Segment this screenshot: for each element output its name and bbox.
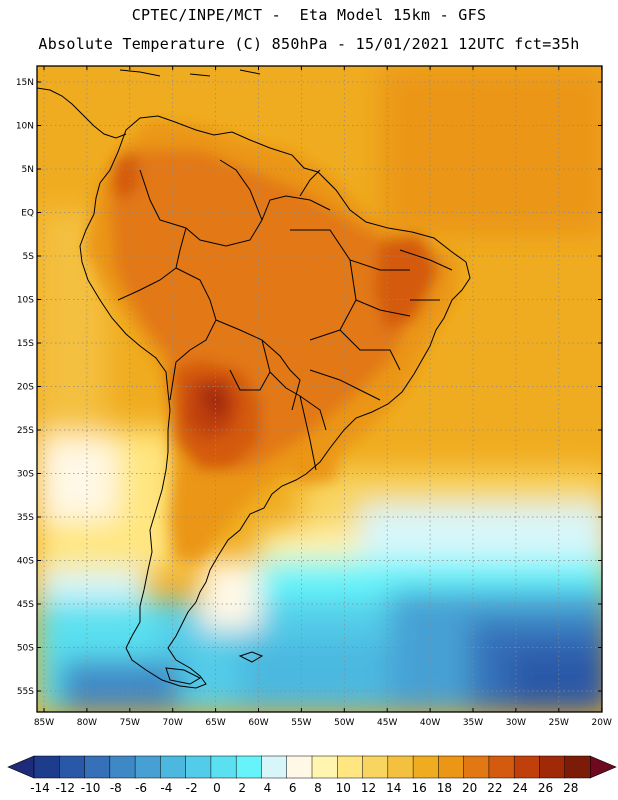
colorbar-label: 10 <box>336 781 351 795</box>
colorbar-label: -4 <box>160 781 172 795</box>
colorbar-segment <box>539 755 566 779</box>
lat-label: 55S <box>17 687 34 697</box>
colorbar-label: 2 <box>238 781 246 795</box>
colorbar-label: -6 <box>135 781 147 795</box>
colorbar-label: 16 <box>411 781 426 795</box>
lon-label: 75W <box>120 718 140 728</box>
colorbar-label: 4 <box>264 781 272 795</box>
colorbar-segment <box>362 755 389 779</box>
lat-label: 5N <box>22 165 34 175</box>
axis-ticks <box>37 66 603 712</box>
colorbar-label: 28 <box>563 781 578 795</box>
lat-label: 45S <box>17 600 34 610</box>
colorbar-segment <box>488 755 515 779</box>
colorbar-label: -12 <box>55 781 75 795</box>
lat-label: 10N <box>16 122 34 132</box>
lat-label: 20S <box>17 383 34 393</box>
colorbar-segment <box>286 755 313 779</box>
lon-label: 30W <box>506 718 526 728</box>
lon-label: 50W <box>334 718 354 728</box>
colorbar-label: 20 <box>462 781 477 795</box>
lat-label: 15N <box>16 78 34 88</box>
lat-label: 10S <box>17 296 34 306</box>
lon-label: 45W <box>377 718 397 728</box>
longitude-labels: 85W 80W 75W 70W 65W 60W 55W 50W 45W 40W 35W 30W 25W 2… <box>34 718 612 728</box>
colorbar-segment <box>513 755 541 779</box>
colorbar-segment <box>412 755 439 779</box>
colorbar-label: 12 <box>361 781 376 795</box>
tierra-del-fuego <box>165 667 202 685</box>
colorbar-segment <box>185 755 212 779</box>
colorbar-over-arrow <box>589 755 617 779</box>
colorbar-segment <box>235 755 263 779</box>
colorbar-label: 8 <box>314 781 322 795</box>
colorbar: -14 -12 -10 -8 -6 -4 -2 0 2 4 6 8 10 12 14 16 18 20 22 24 26… <box>7 755 617 795</box>
colorbar-segment <box>210 755 237 779</box>
colorbar-label: -14 <box>30 781 50 795</box>
lat-label: 25S <box>17 426 34 436</box>
caribbean-islands <box>119 69 261 77</box>
lon-label: 85W <box>34 718 54 728</box>
colorbar-label: 0 <box>213 781 221 795</box>
colorbar-segment <box>134 755 161 779</box>
brazil-state-borders <box>290 229 453 401</box>
country-borders <box>117 159 331 471</box>
colorbar-segment <box>438 755 465 779</box>
colorbar-label: -10 <box>81 781 101 795</box>
chart-title-line-2: Absolute Temperature (C) 850hPa - 15/01/… <box>38 35 580 53</box>
chart-title-line-1: CPTEC/INPE/MCT - Eta Model 15km - GFS <box>131 6 487 24</box>
latitude-labels: 15N 10N 5N EQ 5S 10S 15S 20S 25S 30S 35S 40S 45S 50S 5… <box>16 78 34 697</box>
colorbar-segment <box>59 755 86 779</box>
lon-label: 65W <box>205 718 225 728</box>
colorbar-segment <box>564 755 591 779</box>
lat-label: EQ <box>21 209 34 219</box>
falkland-islands <box>238 651 264 663</box>
lon-label: 25W <box>549 718 569 728</box>
colorbar-label: -2 <box>186 781 198 795</box>
colorbar-segment <box>337 755 364 779</box>
colorbar-segment <box>160 755 187 779</box>
colorbar-segment <box>84 755 111 779</box>
lon-label: 40W <box>420 718 440 728</box>
lon-label: 80W <box>77 718 97 728</box>
temperature-field <box>37 66 602 712</box>
colorbar-label: 6 <box>289 781 297 795</box>
colorbar-label: 18 <box>437 781 452 795</box>
lat-label: 15S <box>17 339 34 349</box>
south-america-coastline <box>79 115 471 689</box>
colorbar-segment <box>33 755 60 779</box>
map-frame <box>36 65 603 713</box>
colorbar-label: 26 <box>538 781 553 795</box>
colorbar-label: 22 <box>487 781 502 795</box>
lat-label: 35S <box>17 513 34 523</box>
colorbar-segment <box>311 755 338 779</box>
lon-label: 20W <box>592 718 612 728</box>
central-america-coast <box>37 87 127 139</box>
lon-label: 70W <box>163 718 183 728</box>
colorbar-label: 14 <box>386 781 401 795</box>
colorbar-segment <box>463 755 490 779</box>
lon-label: 60W <box>248 718 268 728</box>
lat-label: 40S <box>17 557 34 567</box>
lat-label: 50S <box>17 644 34 654</box>
colorbar-segments <box>7 755 617 779</box>
colorbar-labels: -14 -12 -10 -8 -6 -4 -2 0 2 4 6 8 10 12 14 16 18 20 22 24 26… <box>30 781 578 795</box>
colorbar-segment <box>387 755 414 779</box>
colorbar-segment <box>109 755 136 779</box>
colorbar-segment <box>261 755 288 779</box>
lat-label: 5S <box>23 252 35 262</box>
lat-label: 30S <box>17 470 34 480</box>
lon-label: 55W <box>291 718 311 728</box>
colorbar-label: 24 <box>513 781 528 795</box>
colorbar-label: -8 <box>110 781 122 795</box>
colorbar-under-arrow <box>7 755 35 779</box>
lon-label: 35W <box>463 718 483 728</box>
coastlines-and-borders <box>37 69 471 689</box>
